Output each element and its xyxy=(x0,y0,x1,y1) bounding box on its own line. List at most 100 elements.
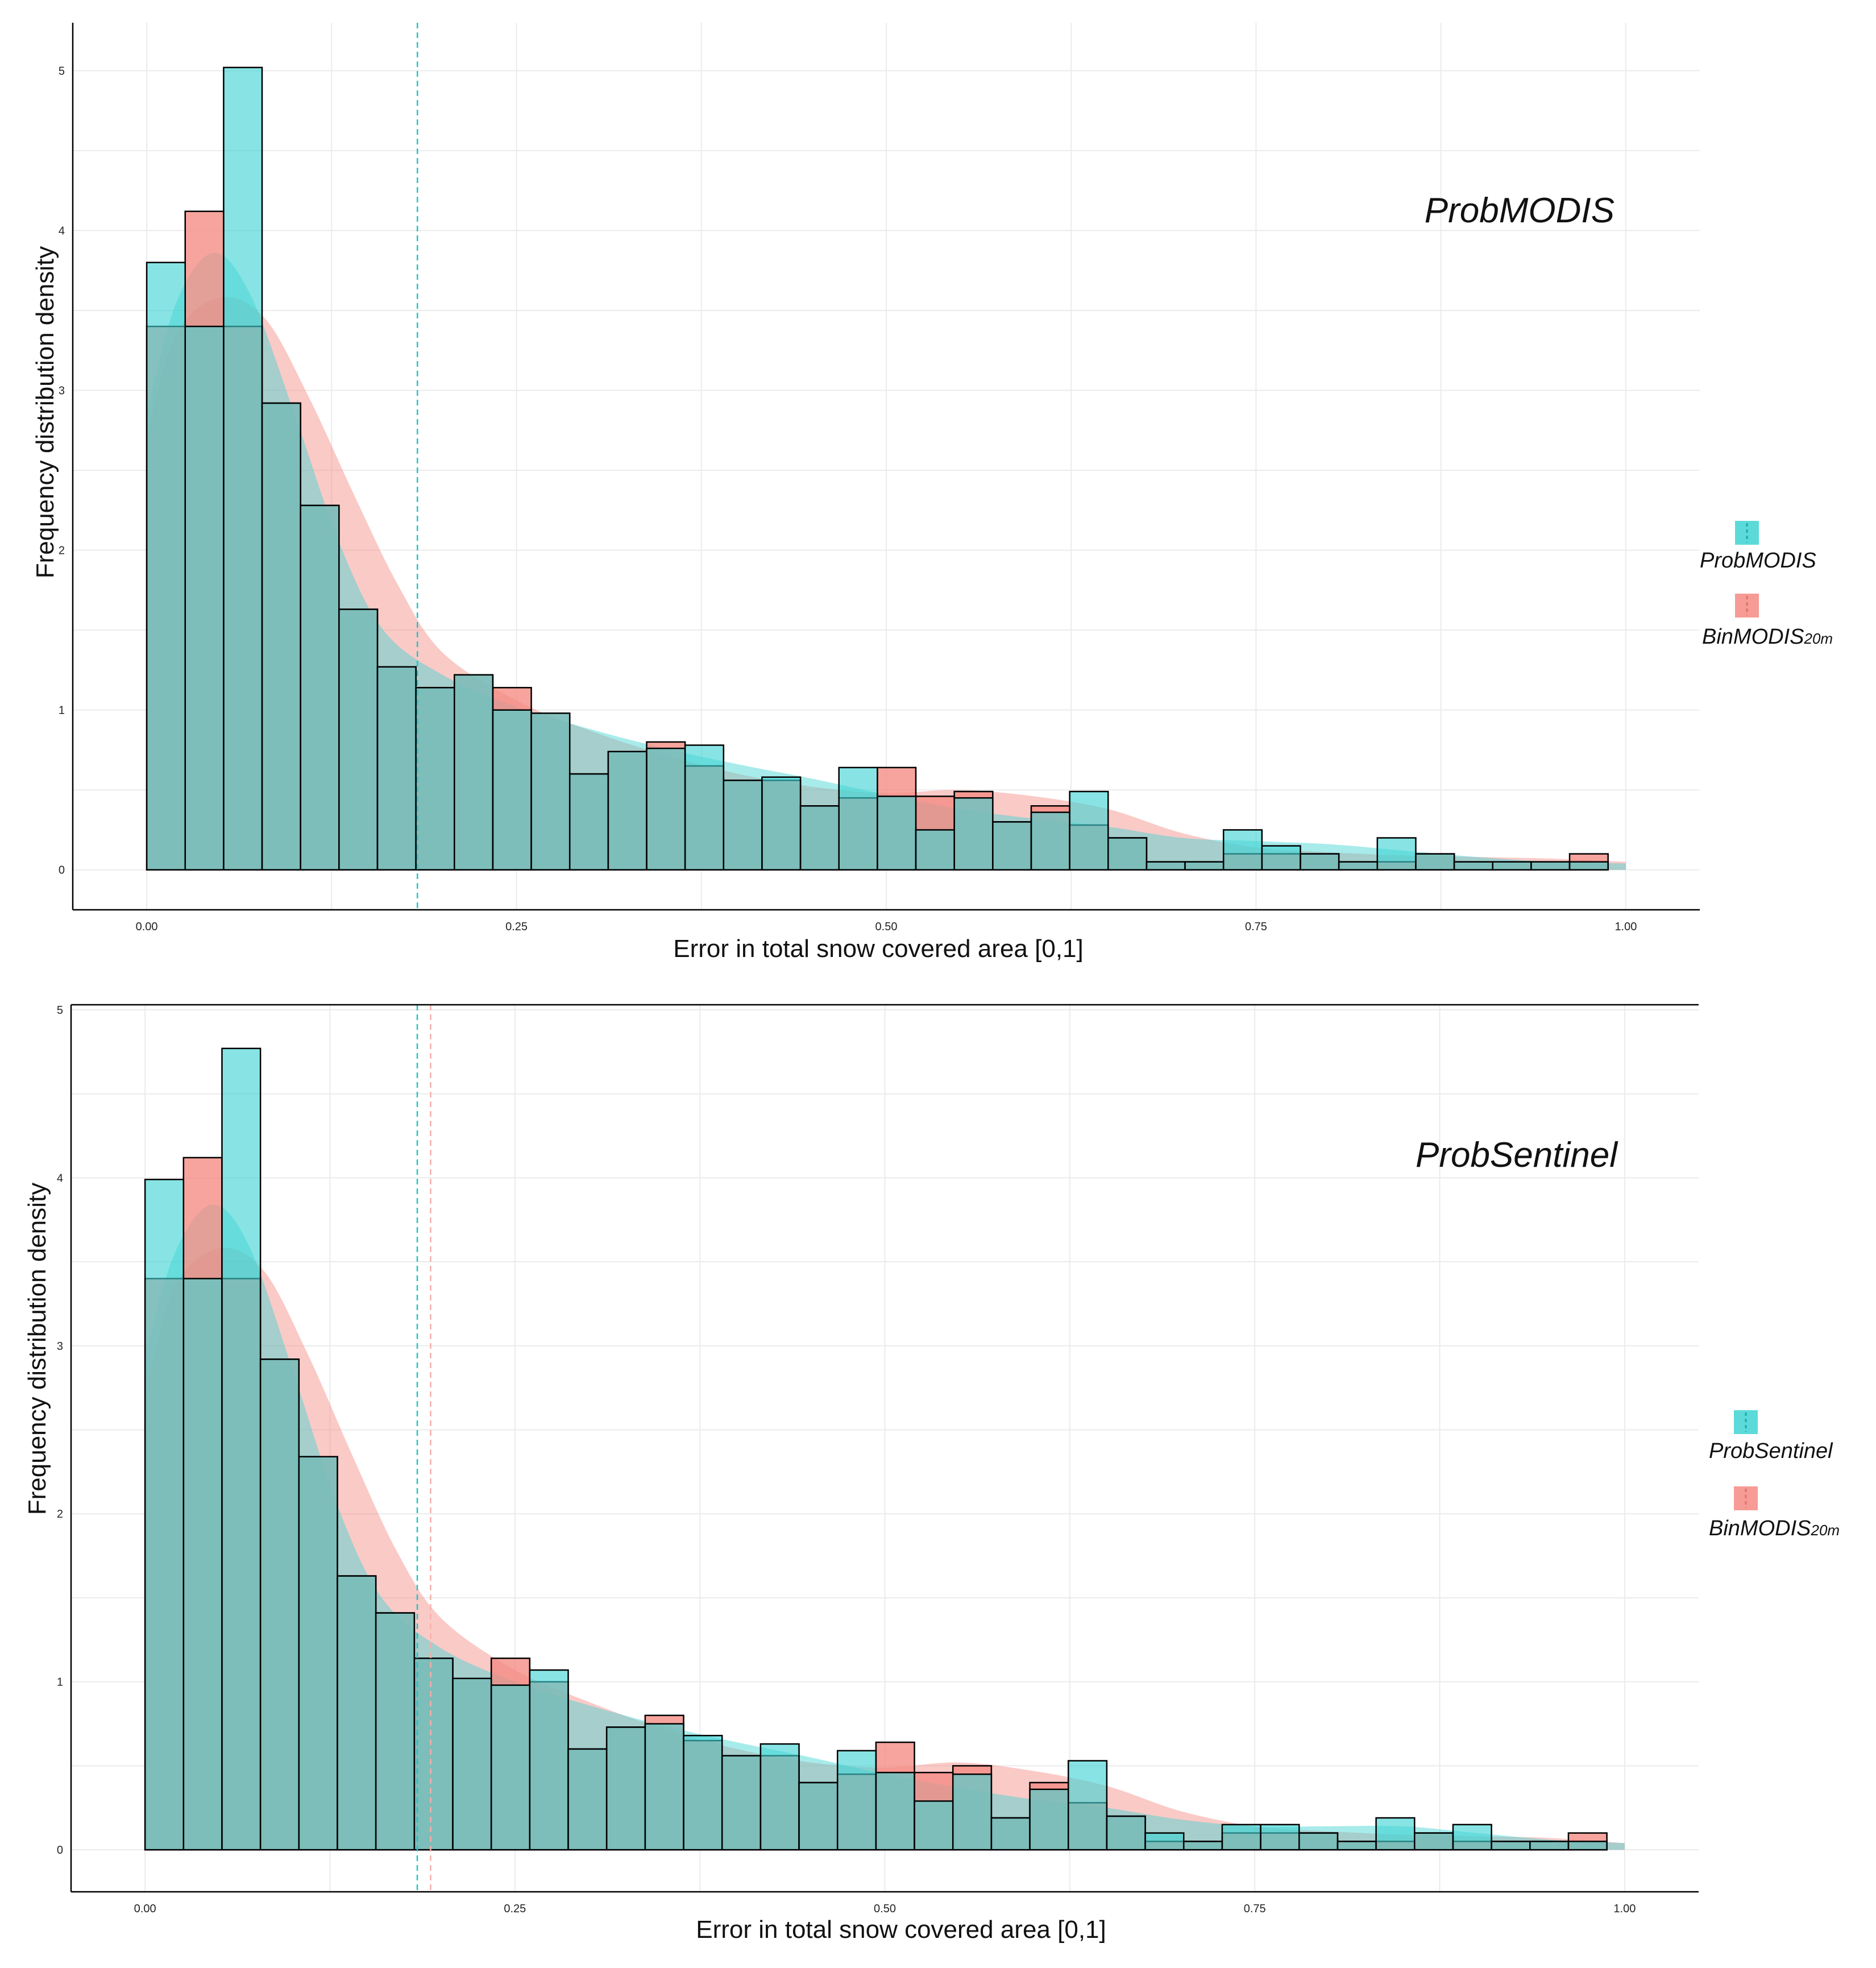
legend: ProbMODIS BinMODIS20m xyxy=(1700,521,1833,649)
bar-probmodis xyxy=(723,780,763,871)
x-tick-label: 0.00 xyxy=(136,921,158,933)
bar-probmodis xyxy=(684,744,725,871)
bar-probsentinel xyxy=(1106,1815,1146,1851)
legend-label-probsentinel: ProbSentinel xyxy=(1709,1439,1833,1463)
bar-probmodis xyxy=(1222,829,1263,871)
bar-probsentinel xyxy=(1221,1824,1261,1851)
bar-probmodis xyxy=(1492,861,1532,871)
y-tick-labels: 0 1 2 3 4 5 xyxy=(59,65,65,876)
bar-probmodis xyxy=(953,797,994,871)
bar-probsentinel xyxy=(644,1723,684,1851)
y-tick-label: 1 xyxy=(59,705,65,717)
bar-probmodis xyxy=(338,608,379,871)
bar-probmodis xyxy=(1030,811,1070,871)
bar-probsentinel xyxy=(990,1817,1031,1851)
bar-probsentinel xyxy=(221,1047,262,1851)
axes xyxy=(72,23,1700,911)
bar-probsentinel xyxy=(1260,1824,1300,1851)
x-tick-label: 0.50 xyxy=(874,1903,896,1915)
x-tick-label: 1.00 xyxy=(1614,921,1637,933)
x-tick-label: 0.25 xyxy=(504,1903,526,1915)
bar-probsentinel xyxy=(875,1771,915,1851)
y-tick-label: 0 xyxy=(57,1844,63,1857)
legend-item-probmodis: ProbMODIS xyxy=(1700,521,1816,573)
legend-item-probsentinel: ProbSentinel xyxy=(1709,1410,1833,1463)
bar-probsentinel xyxy=(759,1743,800,1851)
bar-probmodis xyxy=(838,767,878,871)
bar-probsentinel xyxy=(721,1755,762,1851)
bar-probmodis xyxy=(1145,861,1186,871)
bar-probmodis xyxy=(184,325,225,871)
bar-probmodis xyxy=(1107,837,1148,871)
bar-probmodis xyxy=(1261,845,1301,871)
bar-probsentinel xyxy=(413,1658,454,1851)
bar-probmodis xyxy=(799,805,840,871)
y-tick-label: 4 xyxy=(57,1172,63,1184)
bar-probsentinel xyxy=(1029,1788,1069,1851)
bar-probmodis xyxy=(761,776,802,871)
bar-probsentinel xyxy=(1529,1841,1570,1851)
legend-label-probmodis: ProbMODIS xyxy=(1700,549,1816,573)
y-tick-label: 3 xyxy=(59,384,65,397)
x-tick-label: 0.75 xyxy=(1244,1903,1266,1915)
bar-probsentinel xyxy=(144,1179,185,1851)
x-axis-label: Error in total snow covered area [0,1] xyxy=(673,935,1083,963)
bar-probsentinel xyxy=(952,1773,993,1851)
y-tick-labels: 0 1 2 3 4 5 xyxy=(57,1004,63,1857)
bar-probmodis xyxy=(530,712,571,871)
legend-label-main: BinMODIS xyxy=(1709,1517,1811,1540)
y-axis-label: Frequency distribution density xyxy=(31,246,59,579)
y-axis-label: Frequency distribution density xyxy=(23,1183,51,1515)
bar-probsentinel xyxy=(1337,1841,1377,1851)
chart-panel-probsentinel: 0.00 0.25 0.50 0.75 1.00 0 1 2 3 4 5 Error in tot… xyxy=(23,1004,1840,1944)
bar-probsentinel xyxy=(1144,1832,1185,1851)
x-tick-labels: 0.00 0.25 0.50 0.75 1.00 xyxy=(136,921,1637,933)
legend-label-subscript: 20m xyxy=(1810,1522,1840,1539)
y-tick-label: 2 xyxy=(59,545,65,557)
bar-probsentinel xyxy=(683,1734,723,1851)
bar-probmodis xyxy=(223,67,263,871)
bar-probsentinel xyxy=(375,1612,416,1851)
bar-probmodis xyxy=(1300,853,1340,871)
bar-probmodis xyxy=(454,674,494,871)
bar-probsentinel xyxy=(452,1677,492,1851)
x-axis-label: Error in total snow covered area [0,1] xyxy=(696,1916,1106,1944)
y-tick-label: 2 xyxy=(57,1508,63,1520)
bar-probmodis xyxy=(376,666,417,871)
bar-probsentinel xyxy=(1414,1832,1454,1851)
histogram-bars xyxy=(146,67,1609,871)
bar-probmodis xyxy=(1069,790,1109,871)
bar-probsentinel xyxy=(1375,1817,1416,1851)
bar-probsentinel xyxy=(836,1750,877,1851)
bar-probmodis xyxy=(415,687,455,871)
panel-title: ProbMODIS xyxy=(1425,191,1614,230)
legend-label-binmodis20m: BinMODIS20m xyxy=(1702,625,1833,649)
bar-probmodis xyxy=(1415,853,1455,871)
bar-probsentinel xyxy=(1452,1824,1492,1851)
bar-probsentinel xyxy=(1298,1832,1339,1851)
bar-probsentinel xyxy=(259,1358,300,1851)
bar-probmodis xyxy=(261,402,301,871)
bar-probsentinel xyxy=(605,1726,646,1851)
bar-probmodis xyxy=(1184,861,1225,871)
bar-probmodis xyxy=(492,709,532,871)
y-tick-label: 3 xyxy=(57,1340,63,1353)
legend-label-main: BinMODIS xyxy=(1702,625,1804,649)
legend-label-subscript: 20m xyxy=(1803,630,1833,647)
bar-probsentinel xyxy=(182,1278,223,1851)
chart-panel-probmodis: 0.00 0.25 0.50 0.75 1.00 0 1 2 3 4 5 Error in tot… xyxy=(31,23,1833,963)
bar-probmodis xyxy=(915,829,955,871)
legend-item-binmodis20m: BinMODIS20m xyxy=(1709,1486,1840,1540)
bar-probmodis xyxy=(1568,861,1609,871)
x-tick-label: 0.00 xyxy=(134,1903,156,1915)
bar-probsentinel xyxy=(1567,1841,1608,1851)
bar-probsentinel xyxy=(1491,1841,1531,1851)
x-tick-label: 0.50 xyxy=(875,921,898,933)
bar-probmodis xyxy=(877,796,917,871)
x-tick-label: 0.75 xyxy=(1245,921,1267,933)
bar-probmodis xyxy=(568,773,609,871)
y-tick-label: 4 xyxy=(59,225,65,237)
mean-lines xyxy=(416,1005,431,1892)
x-tick-labels: 0.00 0.25 0.50 0.75 1.00 xyxy=(134,1903,1636,1915)
